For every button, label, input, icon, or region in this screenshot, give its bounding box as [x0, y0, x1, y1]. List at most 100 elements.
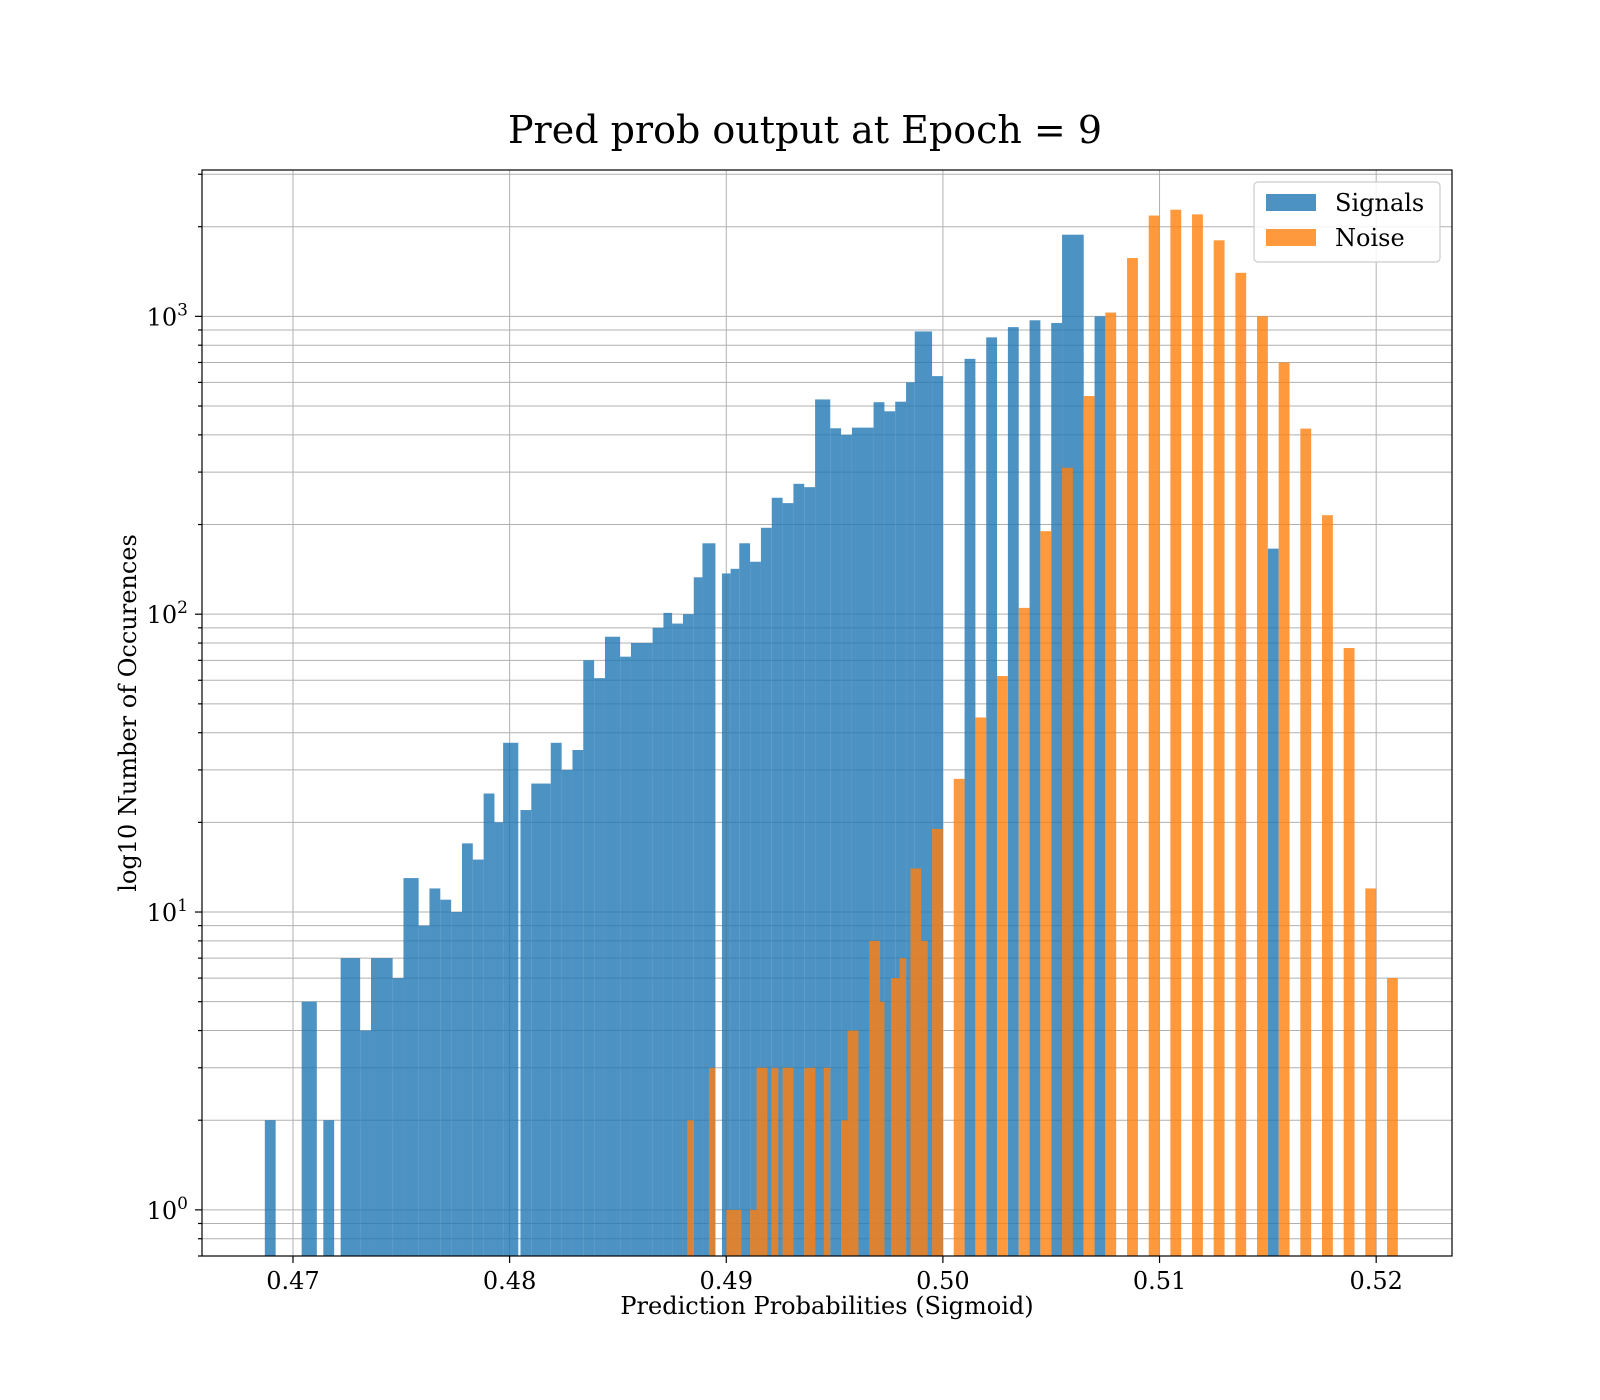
bar-noise [1213, 240, 1225, 1257]
bar-noise [804, 1067, 816, 1256]
bar-noise [1062, 467, 1073, 1257]
bar-noise [869, 940, 881, 1256]
bar-signals [630, 643, 653, 1256]
bar-signals [604, 636, 621, 1256]
bar-noise [841, 1120, 848, 1256]
bar-signals [594, 678, 605, 1256]
bar-noise [997, 676, 1008, 1256]
bar-signals [1051, 322, 1063, 1256]
bar-signals [730, 568, 740, 1256]
bar-noise [687, 1120, 694, 1256]
bar-noise [1300, 428, 1312, 1256]
bar-signals [672, 623, 683, 1256]
bar-signals [841, 434, 852, 1256]
bar-signals [572, 749, 584, 1256]
bar-signals [815, 399, 831, 1256]
bar-signals [793, 483, 805, 1256]
legend: Signals Noise [1253, 181, 1441, 263]
axis-ticks: 0.47 0.48 0.49 0.50 0.51 0.52 100 101 102 103 [147, 173, 1403, 1295]
plot-frame [201, 169, 1453, 1257]
bar-noise [975, 717, 987, 1256]
bar-noise [756, 1067, 768, 1256]
bar-signals [503, 742, 519, 1256]
bar-noise [910, 868, 922, 1256]
bar-noise [1387, 978, 1398, 1256]
bar-signals [652, 627, 664, 1256]
bar-noise [782, 1067, 794, 1256]
legend-swatch-signals [1266, 194, 1316, 211]
bar-noise [771, 1067, 779, 1256]
bar-signals [771, 497, 783, 1256]
bar-signals [721, 573, 731, 1256]
bar-signals [895, 401, 907, 1256]
bar-signals [550, 742, 562, 1256]
bar-noise [1018, 607, 1030, 1256]
legend-swatch-noise [1266, 229, 1316, 246]
bar-signals [323, 1120, 335, 1256]
x-tick-label: 0.50 [916, 1267, 969, 1295]
bar-signals [750, 561, 761, 1256]
bar-signals [301, 1001, 317, 1256]
bar-signals [451, 912, 462, 1256]
bar-signals [440, 899, 452, 1256]
bar-signals [429, 888, 441, 1256]
bar-signals [1267, 548, 1279, 1256]
legend-label-noise: Noise [1335, 224, 1405, 252]
y-tick-label: 101 [147, 896, 188, 927]
y-tick-label: 103 [147, 300, 188, 331]
bar-noise [1083, 396, 1095, 1256]
bar-noise [1127, 258, 1138, 1257]
bar-signals [370, 958, 393, 1256]
bar-signals [461, 843, 473, 1256]
bar-signals [739, 543, 751, 1256]
bar-signals [392, 978, 404, 1256]
bar-signals [873, 402, 885, 1256]
bar-noise [708, 1067, 716, 1256]
bar-noise [899, 958, 907, 1256]
bar-signals [682, 614, 694, 1256]
x-axis-label: Prediction Probabilities (Sigmoid) [620, 1292, 1033, 1320]
bar-noise [1343, 647, 1355, 1256]
bar-noise [953, 778, 965, 1256]
bar-signals [472, 859, 484, 1256]
bar-noise [1170, 209, 1182, 1256]
bar-signals [531, 783, 551, 1256]
bar-signals [663, 612, 673, 1256]
x-tick-label: 0.47 [266, 1267, 319, 1295]
bar-noise [1257, 316, 1268, 1256]
bar-noise [1148, 215, 1160, 1257]
bar-signals [403, 878, 419, 1256]
bars [264, 209, 1398, 1257]
bar-signals [693, 577, 703, 1256]
y-tick-label: 102 [147, 598, 188, 629]
bar-signals [494, 822, 504, 1256]
bar-noise [726, 1209, 742, 1256]
bar-signals [782, 503, 794, 1257]
y-axis-label: log10 Number of Occurences [114, 534, 142, 892]
legend-label-signals: Signals [1335, 189, 1424, 217]
bar-signals [964, 358, 976, 1256]
bar-noise [750, 1209, 757, 1256]
bar-signals [830, 428, 842, 1256]
bar-signals [561, 769, 573, 1256]
bar-noise [880, 1001, 885, 1256]
bar-signals [620, 656, 631, 1256]
bar-noise [823, 1067, 831, 1256]
bar-noise [890, 978, 900, 1256]
bar-signals [1094, 316, 1106, 1256]
y-tick-label: 100 [147, 1194, 188, 1225]
x-tick-label: 0.51 [1133, 1267, 1186, 1295]
bar-signals [932, 376, 943, 1256]
bar-signals [418, 925, 430, 1256]
bar-noise [1365, 888, 1377, 1256]
bar-noise [1278, 362, 1290, 1256]
bar-signals [483, 793, 495, 1256]
bar-signals [360, 1030, 371, 1256]
bar-signals [884, 411, 896, 1256]
bar-signals [760, 527, 772, 1256]
bar-signals [986, 337, 998, 1257]
bar-signals [264, 1120, 276, 1256]
bar-signals [520, 810, 532, 1256]
bar-noise [1105, 312, 1117, 1256]
